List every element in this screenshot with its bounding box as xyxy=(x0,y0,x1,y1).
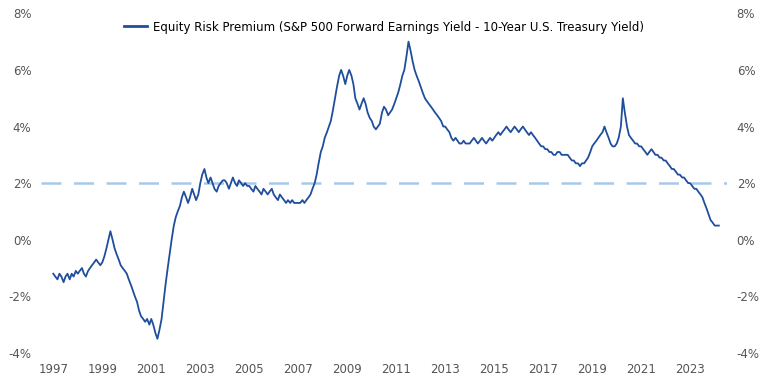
Legend: Equity Risk Premium (S&P 500 Forward Earnings Yield - 10-Year U.S. Treasury Yiel: Equity Risk Premium (S&P 500 Forward Ear… xyxy=(119,16,649,38)
